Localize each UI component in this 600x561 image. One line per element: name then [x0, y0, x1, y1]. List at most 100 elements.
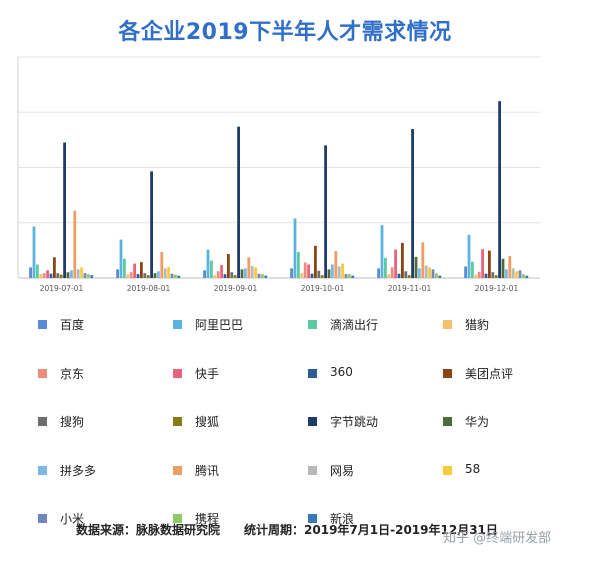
- legend-swatch: [308, 368, 317, 378]
- bar: [421, 242, 425, 278]
- legend-swatch: [173, 465, 182, 475]
- bar: [230, 272, 234, 278]
- bar: [233, 275, 237, 278]
- bar: [414, 256, 418, 278]
- legend-swatch: [173, 320, 182, 329]
- legend-item: 阿里巴巴: [173, 316, 308, 336]
- bar: [116, 269, 119, 278]
- bar: [119, 239, 123, 278]
- bar: [467, 234, 471, 278]
- legend-swatch: [308, 514, 317, 523]
- bar: [394, 249, 397, 278]
- legend-item: 百度: [38, 316, 173, 336]
- legend-swatch: [173, 514, 182, 523]
- bar: [518, 270, 522, 278]
- bar: [70, 270, 73, 278]
- bar: [227, 253, 230, 278]
- legend-label: 猎豹: [465, 318, 490, 332]
- bar: [522, 274, 525, 278]
- bar: [505, 269, 508, 278]
- bar: [46, 270, 49, 278]
- bar: [424, 265, 428, 278]
- x-tick-label: 2019-10-01: [301, 284, 345, 293]
- bar: [76, 269, 80, 278]
- bar-chart: 2019-07-01 2019-08-01 2019-09-01 2019-10-01…: [17, 56, 540, 293]
- bar: [136, 274, 140, 278]
- bar: [324, 145, 327, 278]
- bar: [501, 258, 505, 278]
- bar: [300, 273, 304, 278]
- bar: [83, 273, 87, 278]
- legend-label: 字节跳动: [330, 415, 379, 429]
- legend-label: 58: [465, 461, 481, 476]
- bar: [293, 218, 297, 278]
- legend-label: 京东: [60, 366, 85, 381]
- legend-item: 滴滴出行: [308, 316, 443, 336]
- data-source: 数据来源：脉脉数据研究院: [76, 523, 221, 537]
- legend-swatch: [443, 320, 452, 329]
- bar: [428, 267, 431, 278]
- bar: [314, 245, 317, 278]
- bar: [170, 273, 174, 278]
- legend-label: 搜狗: [60, 415, 85, 429]
- legend-item: 快手: [173, 365, 308, 385]
- bar: [63, 142, 66, 278]
- legend-label: 搜狐: [195, 415, 220, 429]
- legend-swatch: [308, 320, 317, 329]
- bar: [32, 226, 36, 278]
- legend-item: 美团点评: [443, 365, 578, 385]
- bar: [341, 263, 344, 278]
- bar: [435, 273, 438, 278]
- bar: [90, 275, 94, 278]
- bar: [143, 273, 147, 278]
- legend-swatch: [38, 417, 47, 426]
- bar: [254, 267, 257, 278]
- stat-period: 统计周期：2019年7月1日-2019年12月31日: [244, 523, 498, 537]
- bar: [203, 270, 206, 278]
- bar: [477, 271, 481, 278]
- legend-item: 京东: [38, 365, 173, 385]
- bar: [411, 129, 414, 278]
- legend-label: 360: [330, 364, 353, 379]
- legend-label: 网易: [330, 463, 355, 478]
- legend-item: 拼多多: [38, 462, 173, 482]
- bar: [42, 273, 46, 278]
- bar: [264, 275, 268, 278]
- bar: [223, 274, 227, 278]
- bar: [431, 269, 435, 278]
- legend-item: 华为: [443, 413, 578, 433]
- bar: [525, 275, 529, 278]
- bar: [129, 272, 133, 278]
- legend-item: 新浪: [308, 510, 443, 530]
- legend-label: 腾讯: [195, 463, 220, 478]
- bar: [167, 266, 170, 278]
- bar: [87, 274, 90, 278]
- bar: [160, 252, 164, 278]
- footer: 数据来源：脉脉数据研究院 统计周期：2019年7月1日-2019年12月31日: [76, 521, 522, 538]
- bar: [66, 272, 70, 278]
- legend-swatch: [443, 368, 452, 378]
- bar: [123, 258, 126, 278]
- bar: [384, 257, 387, 278]
- legend-label: 新浪: [330, 512, 355, 526]
- x-tick-label: 2019-09-01: [214, 284, 258, 293]
- bar: [344, 274, 348, 278]
- bar: [320, 275, 324, 278]
- bar: [327, 269, 331, 278]
- legend-label: 快手: [195, 366, 220, 381]
- legend-label: 华为: [465, 415, 490, 429]
- bar: [334, 251, 338, 278]
- bar: [257, 273, 261, 278]
- bar: [498, 101, 501, 278]
- legend-swatch: [38, 514, 47, 523]
- bar: [29, 267, 32, 278]
- bar: [418, 268, 421, 278]
- bar: [310, 273, 314, 278]
- bar: [73, 210, 77, 278]
- x-tick-label: 2019-11-01: [388, 284, 432, 293]
- legend-item: 腾讯: [173, 462, 308, 482]
- bar: [39, 274, 43, 278]
- bar: [464, 266, 467, 278]
- bar: [307, 264, 310, 278]
- x-tick-label: 2019-12-01: [475, 284, 519, 293]
